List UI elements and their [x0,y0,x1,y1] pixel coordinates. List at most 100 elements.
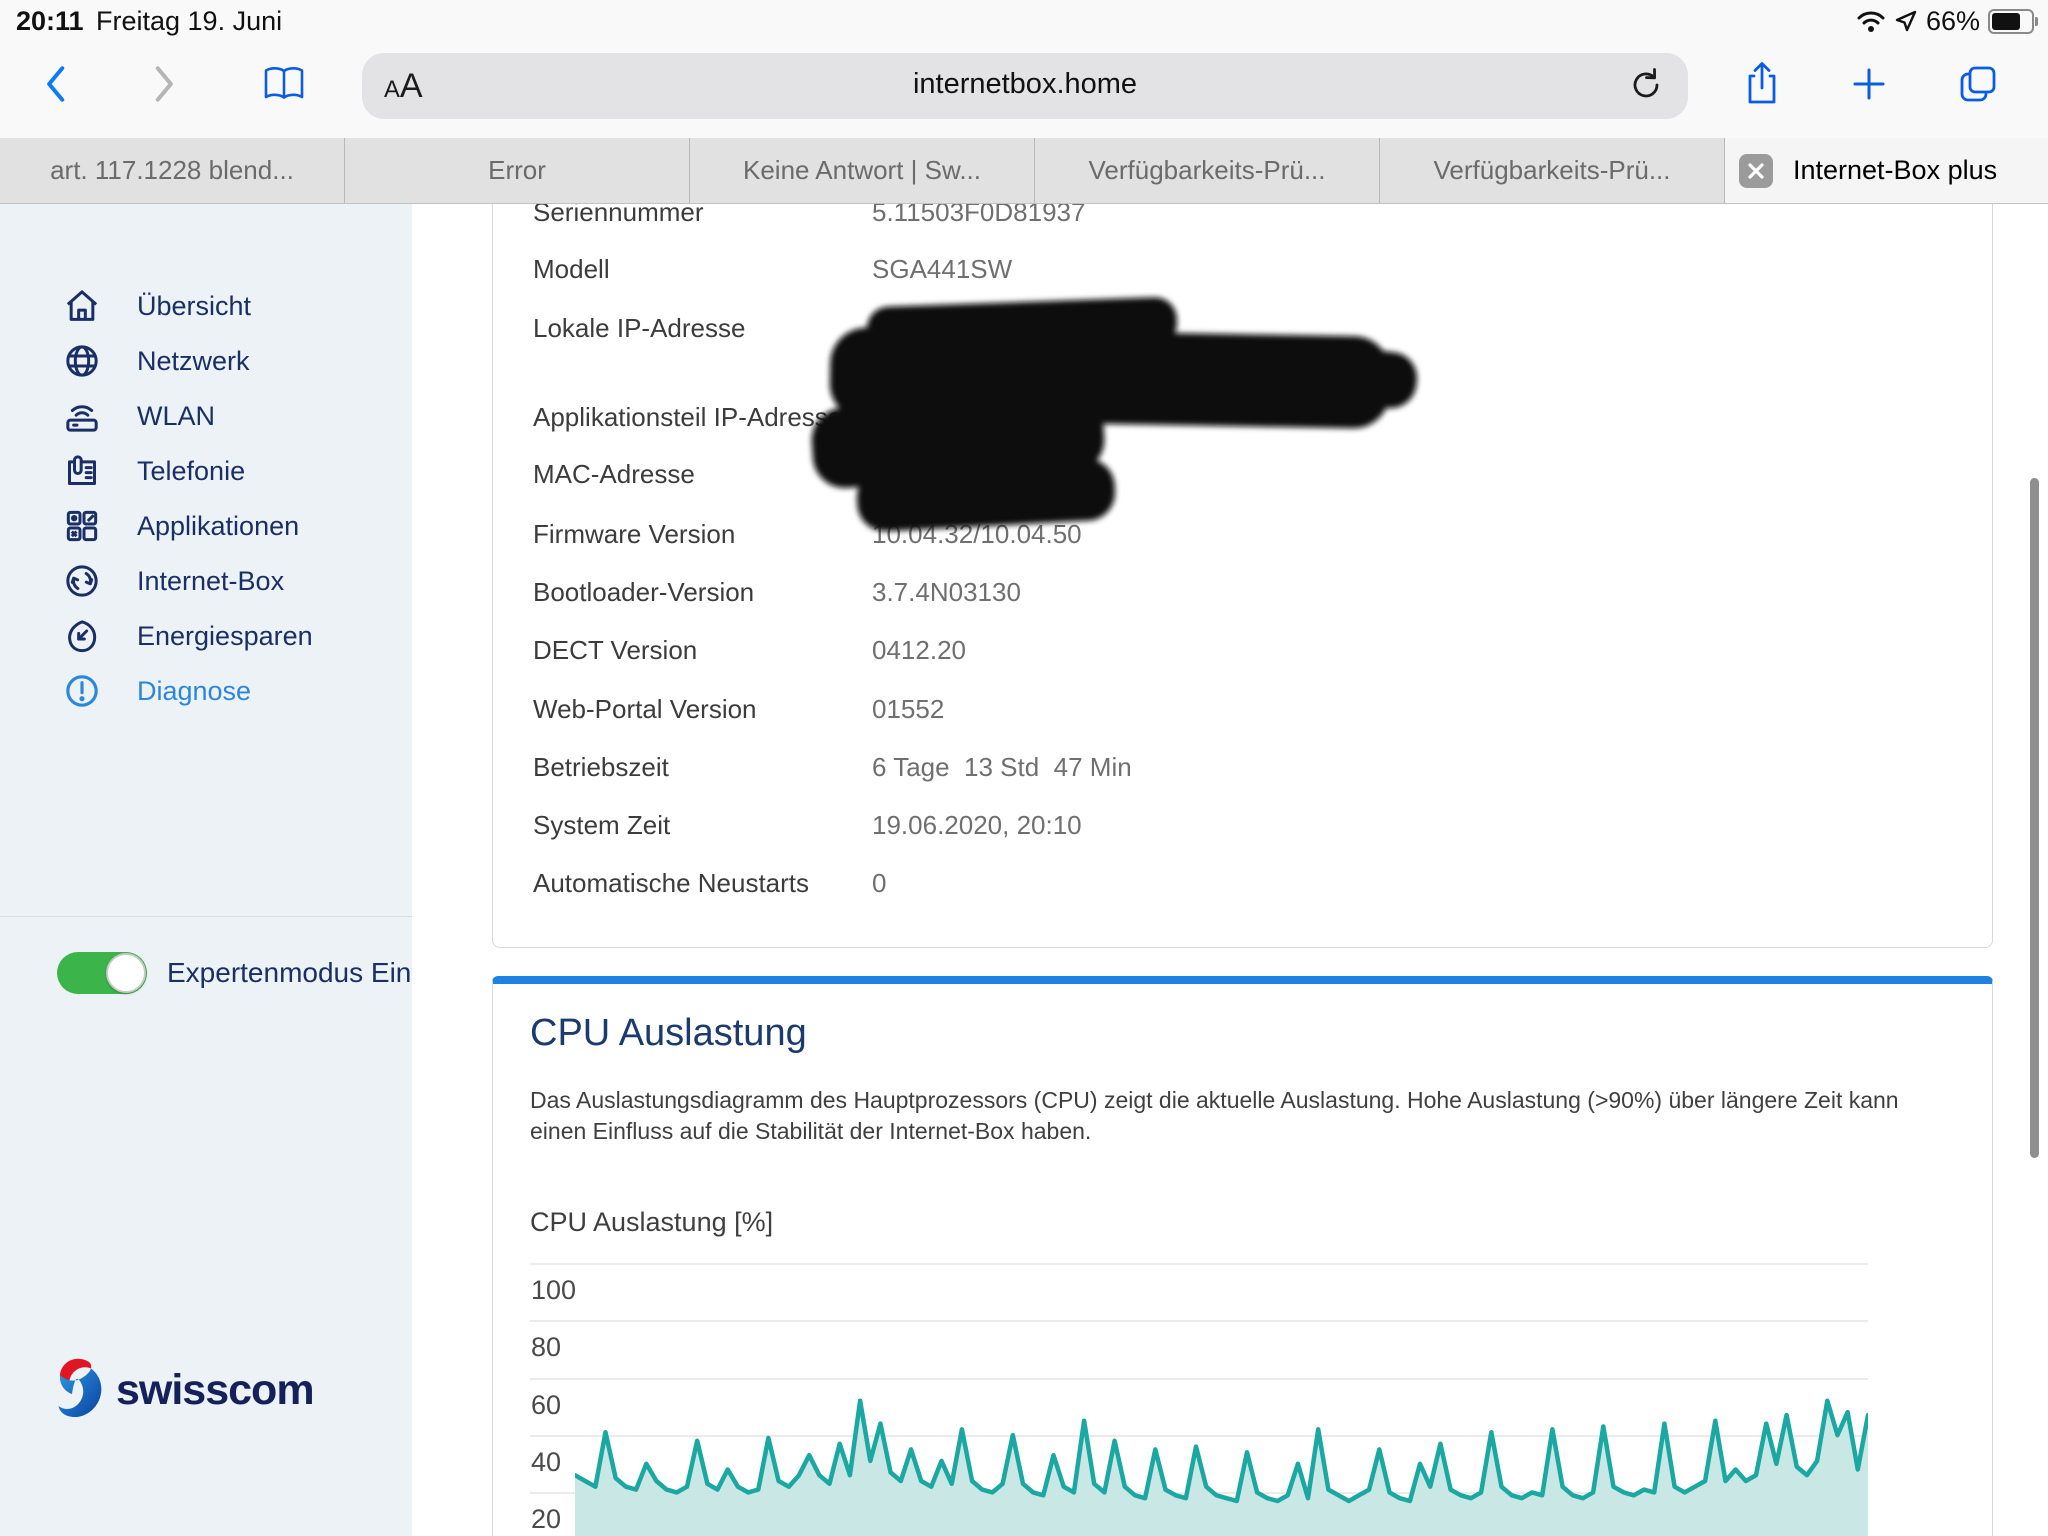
sidebar-item-internet-box[interactable]: Internet-Box [0,554,412,608]
y-axis-tick-label: 100 [531,1275,577,1305]
swisscom-logo-icon [58,1358,102,1418]
info-row-value: 0 [872,868,887,898]
chart-gridline [530,1378,1868,1380]
chart-line [575,1398,1868,1504]
sidebar-item-label: Telefonie [137,455,246,486]
tab-label: Verfügbarkeits-Prü... [1088,155,1326,185]
sidebar: Expertenmodus Ein swisscom Übersicht Netz… [0,204,412,1536]
sidebar-item-label: Netzwerk [137,345,250,376]
sidebar-item--bersicht[interactable]: Übersicht [0,279,412,333]
tab[interactable]: Error [345,138,690,203]
browser-chrome: 20:11 Freitag 19. Juni 66% AA internetbo… [0,0,2048,138]
sidebar-item-label: Diagnose [137,675,252,706]
wifi-icon [1856,9,1886,33]
back-button[interactable] [35,52,79,116]
sidebar-item-label: Energiesparen [137,620,313,651]
phone-icon [60,449,104,493]
chart-gridline [530,1263,1868,1265]
swisscom-logo-text: swisscom [116,1366,315,1414]
globe-icon [60,339,104,383]
url-bar[interactable]: AA internetbox.home [362,53,1688,119]
expert-mode-label: Expertenmodus Ein [167,957,412,988]
sidebar-divider [0,916,412,917]
alert-circle-icon [60,669,104,713]
chart-title: CPU Auslastung [%] [530,1207,774,1237]
info-row-label: Seriennummer [533,204,704,227]
cpu-card-title: CPU Auslastung [530,1012,807,1054]
info-row-label: DECT Version [533,635,698,665]
new-tab-icon[interactable] [1847,52,1891,116]
info-row-value: 01552 [872,694,945,724]
info-row-value: 3.7.4N03130 [872,577,1021,607]
sidebar-item-label: Applikationen [137,510,300,541]
tab-label: Error [488,155,546,185]
info-row-value: 0412.20 [872,635,966,665]
main-content: Seriennummer 5.11503F0D81937 Modell SGA441S… [412,204,2048,1536]
info-row-label: MAC-Adresse [533,459,695,489]
location-arrow-icon [1894,9,1918,33]
chart-gridline [530,1320,1868,1322]
leaf-icon [60,614,104,658]
page-scrollbar[interactable] [2030,478,2039,1158]
tab[interactable]: Verfügbarkeits-Prü... [1035,138,1380,203]
sidebar-item-label: Internet-Box [137,565,285,596]
tab-label: Keine Antwort | Sw... [743,155,981,185]
tab-label: art. 117.1228 blend... [50,155,294,185]
tab-label: Verfügbarkeits-Prü... [1433,155,1671,185]
sidebar-item-diagnose[interactable]: Diagnose [0,664,412,718]
y-axis-tick-label: 60 [531,1390,562,1420]
tab-bar: art. 117.1228 blend... Error Keine Antwort… [0,138,2048,204]
reload-icon[interactable] [1626,65,1666,105]
tab[interactable]: Keine Antwort | Sw... [690,138,1035,203]
info-row-value: 5.11503F0D81937 [872,204,1086,227]
tab[interactable]: art. 117.1228 blend... [0,138,345,203]
info-row-label: Web-Portal Version [533,694,757,724]
device-info-card [492,204,1993,948]
y-axis-tick-label: 40 [531,1447,562,1477]
info-row-label: Firmware Version [533,519,736,549]
bookmarks-icon[interactable] [262,52,306,116]
close-tab-icon[interactable] [1739,153,1773,188]
cpu-usage-card [492,976,1993,1536]
sidebar-item-energiesparen[interactable]: Energiesparen [0,609,412,663]
reader-view-button[interactable]: AA [384,67,423,105]
chart-area-fill [575,1400,1868,1536]
internet-box-icon [60,559,104,603]
tabs-overview-icon[interactable] [1956,52,2000,116]
info-row-value: 19.06.2020, 20:10 [872,810,1082,840]
info-row-label: Applikationsteil IP-Adresse [533,402,843,432]
wifi-router-icon [60,394,104,438]
url-text: internetbox.home [912,68,1138,100]
sidebar-item-telefonie[interactable]: Telefonie [0,444,412,498]
cpu-usage-chart [575,1398,1868,1536]
forward-button[interactable] [141,52,185,116]
sidebar-item-applikationen[interactable]: Applikationen [0,499,412,553]
swisscom-logo: swisscom [56,1354,315,1430]
battery-icon [1988,8,2038,34]
redaction-scribble [811,297,1417,532]
tab[interactable]: Verfügbarkeits-Prü... [1380,138,1725,203]
tab-active[interactable]: Internet-Box plus [1725,138,2048,203]
status-time: 20:11 [16,6,84,36]
info-row-value: SGA441SW [872,254,1013,284]
expert-mode-toggle[interactable] [57,952,147,994]
sidebar-item-netzwerk[interactable]: Netzwerk [0,334,412,388]
cpu-card-description: Das Auslastungsdiagramm des Hauptprozess… [530,1087,1899,1144]
sidebar-item-label: Übersicht [137,290,252,321]
apps-grid-icon [60,504,104,548]
info-row-value: 6 Tage 13 Std 47 Min [872,752,1132,782]
share-icon[interactable] [1740,52,1784,116]
info-row-label: System Zeit [533,810,671,840]
chart-gridline [530,1435,1868,1437]
info-row-label: Lokale IP-Adresse [533,313,746,343]
sidebar-item-wlan[interactable]: WLAN [0,389,412,443]
y-axis-tick-label: 80 [531,1332,562,1362]
info-row-label: Bootloader-Version [533,577,755,607]
y-axis-tick-label: 20 [531,1504,562,1534]
tab-label: Internet-Box plus [1793,155,1998,185]
info-row-label: Betriebszeit [533,752,669,782]
info-row-label: Automatische Neustarts [533,868,810,898]
home-icon [60,284,104,328]
info-row-label: Modell [533,254,610,284]
sidebar-item-label: WLAN [137,400,216,431]
